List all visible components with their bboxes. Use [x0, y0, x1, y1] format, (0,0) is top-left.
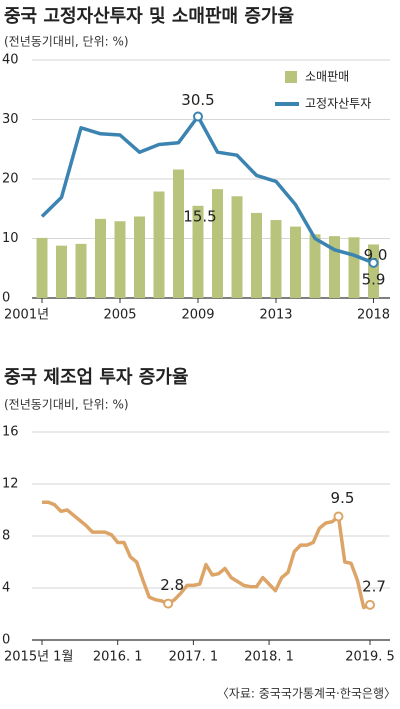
line: [42, 500, 371, 610]
x-tick-label: 2015년 1월: [4, 650, 73, 665]
value-label: 2.8: [160, 576, 184, 594]
bar: [95, 218, 106, 298]
x-tick-label: 2016. 1: [93, 650, 143, 665]
x-tick-label: 2005: [103, 308, 136, 323]
bar: [329, 236, 340, 298]
y-tick-label: 16: [2, 425, 19, 440]
bar: [192, 205, 204, 298]
y-tick-label: 0: [2, 633, 10, 648]
chart-subtitle: (전년동기대비, 단위: %): [4, 35, 129, 49]
value-label: 9.0: [364, 246, 388, 264]
bar: [134, 216, 145, 298]
chart-title: 중국 고정자산투자 및 소매판매 증가율: [4, 6, 294, 27]
x-tick-label: 2018: [357, 308, 390, 323]
x-tick-label: 2019. 5: [345, 650, 395, 665]
legend-swatch: [285, 71, 297, 83]
bar: [290, 226, 301, 298]
y-tick-label: 0: [2, 291, 10, 306]
bar: [173, 169, 184, 298]
legend-label: 고정자산투자: [305, 97, 371, 111]
chart-subtitle: (전년동기대비, 단위: %): [4, 398, 129, 412]
value-label: 5.9: [362, 270, 386, 288]
bar: [231, 196, 243, 298]
y-tick-label: 8: [2, 529, 10, 544]
legend-label: 소매판매: [305, 70, 349, 84]
point-marker: [333, 511, 344, 522]
y-tick-label: 30: [2, 112, 19, 127]
bar: [309, 234, 321, 298]
x-tick-label: 2013: [259, 308, 292, 323]
x-tick-label: 2018. 1: [244, 650, 294, 665]
bar: [270, 220, 282, 298]
bar: [368, 244, 379, 298]
point-marker: [368, 257, 379, 268]
bar: [153, 191, 165, 298]
x-tick-label: 2001년: [4, 308, 49, 323]
chart-title: 중국 제조업 투자 증가율: [4, 367, 188, 388]
y-tick-label: 40: [2, 53, 19, 68]
bar: [251, 212, 262, 298]
y-tick-label: 20: [2, 172, 19, 187]
y-tick-label: 12: [2, 477, 19, 492]
source: 〈자료: 중국국가통계국·한국은행〉: [217, 686, 396, 701]
bar: [75, 243, 87, 298]
x-tick-label: 2009: [181, 308, 214, 323]
y-tick-label: 4: [2, 581, 10, 596]
y-tick-label: 10: [2, 231, 19, 246]
value-label: 15.5: [183, 207, 216, 225]
line: [40, 114, 375, 265]
x-tick-label: 2017. 1: [169, 650, 219, 665]
point-marker: [163, 598, 174, 609]
bar: [36, 237, 48, 298]
value-label: 30.5: [181, 91, 214, 109]
point-marker: [365, 599, 375, 610]
bar: [114, 221, 126, 298]
point-marker: [193, 111, 203, 122]
value-label: 2.7: [362, 577, 386, 595]
bar: [56, 245, 67, 298]
bar: [348, 237, 360, 298]
bar: [212, 189, 223, 298]
value-label: 9.5: [331, 489, 355, 507]
